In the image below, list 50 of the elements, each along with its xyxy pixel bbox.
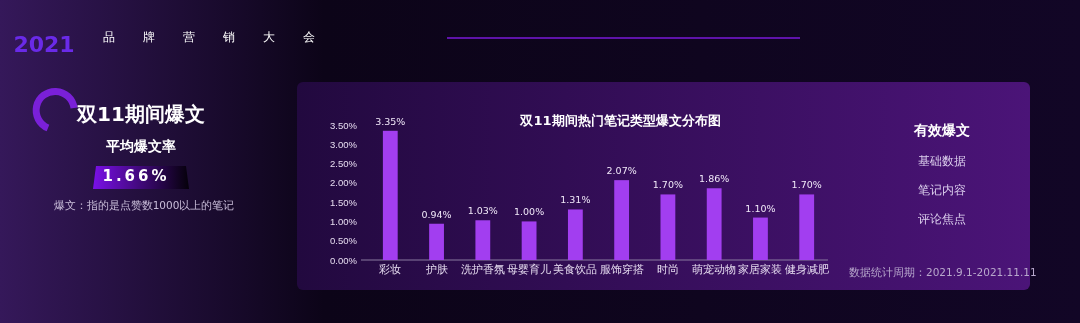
- y-tick-label: 2.50%: [330, 158, 358, 170]
- text: 有效爆文: [913, 122, 970, 138]
- data-label: 0.94%: [421, 208, 452, 220]
- x-tick-label: 洗护香氛: [460, 263, 505, 276]
- y-tick-label: 1.50%: [330, 196, 358, 208]
- y-tick-label: 0.00%: [330, 254, 358, 266]
- text: 平均爆文率: [105, 138, 176, 154]
- text: 笔记内容: [918, 183, 966, 197]
- data-label: 1.86%: [699, 173, 730, 185]
- data-label: 1.10%: [745, 202, 776, 214]
- bar: [706, 188, 722, 260]
- text: 双11期间爆文: [76, 102, 205, 126]
- bar: [753, 217, 768, 260]
- x-tick-label: 健身减肥: [784, 263, 829, 276]
- data-label: 2.07%: [606, 165, 637, 177]
- x-tick-label: 美食饮品: [553, 263, 598, 276]
- data-label: 1.00%: [514, 206, 545, 218]
- data-label: 3.35%: [375, 115, 406, 127]
- bar: [475, 220, 491, 260]
- x-tick-label: 母婴育儿: [507, 263, 552, 276]
- bar: [521, 221, 537, 260]
- x-tick-label: 萌宠动物: [692, 263, 737, 276]
- bar: [567, 209, 583, 260]
- y-tick-label: 2.00%: [330, 177, 358, 189]
- bar: [799, 194, 815, 260]
- text: 2021: [13, 32, 75, 57]
- y-tick-label: 1.00%: [330, 215, 358, 227]
- text: 品牌营销大会: [103, 30, 343, 44]
- bar: [382, 130, 398, 260]
- data-label: 1.31%: [560, 194, 591, 206]
- x-tick-label: 彩妆: [379, 263, 402, 276]
- text: 爆文：指的是点赞数1000以上的笔记: [53, 199, 235, 211]
- x-tick-label: 服饰穿搭: [599, 263, 644, 276]
- chart-title: 双11期间热门笔记类型爆文分布图: [519, 113, 721, 128]
- x-tick-label: 时尚: [656, 263, 679, 276]
- bar: [429, 223, 444, 260]
- data-label: 1.03%: [467, 205, 498, 217]
- text: 评论焦点: [918, 212, 966, 226]
- y-tick-label: 3.00%: [330, 138, 358, 150]
- y-tick-label: 3.50%: [330, 119, 358, 131]
- text: 1.66%: [102, 167, 170, 185]
- bar: [660, 194, 676, 260]
- y-tick-label: 0.50%: [330, 235, 358, 247]
- x-tick-label: 护肤: [424, 263, 448, 276]
- data-label: 1.70%: [791, 179, 822, 191]
- text: 数据统计周期：2021.9.1-2021.11.11: [849, 266, 1037, 278]
- text: 基础数据: [918, 154, 966, 168]
- x-tick-label: 家居家装: [738, 263, 783, 276]
- bar: [614, 180, 630, 260]
- data-label: 1.70%: [652, 179, 683, 191]
